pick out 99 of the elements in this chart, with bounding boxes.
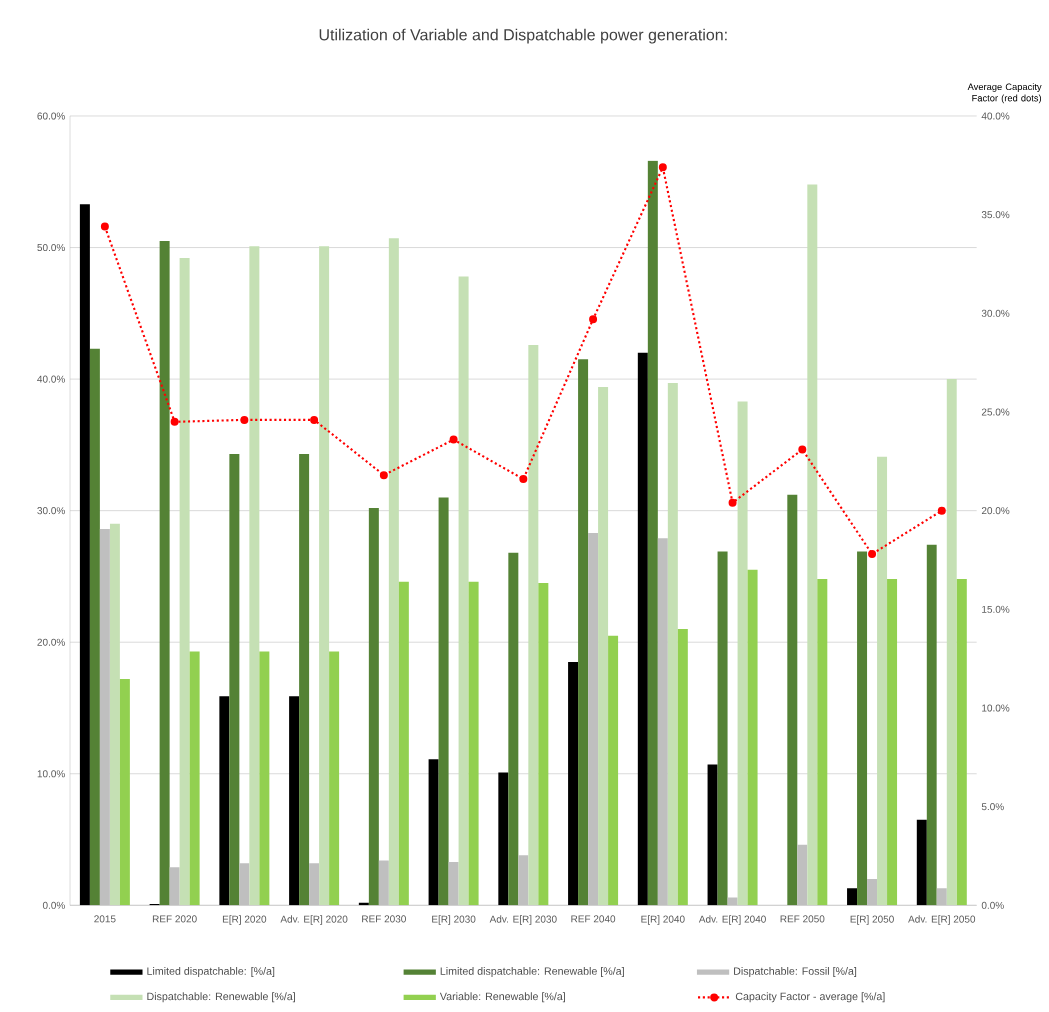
legend-label: Dispatchable: Renewable [%/a] xyxy=(147,992,295,1003)
point xyxy=(519,475,528,484)
bar xyxy=(528,344,539,906)
bar xyxy=(329,651,340,906)
bar xyxy=(857,551,868,906)
y-tick-label: 0.0% xyxy=(42,901,65,909)
bar xyxy=(578,359,589,906)
x-tick-label: REF 2020 xyxy=(152,915,197,923)
point xyxy=(728,498,737,507)
x-tick-label: REF 2040 xyxy=(571,915,616,923)
y-tick-label: 60.0% xyxy=(37,112,65,120)
y2-tick-label: 25.0% xyxy=(981,408,1010,416)
y2-tick-label: 40.0% xyxy=(981,112,1010,120)
bar xyxy=(707,764,718,906)
bar xyxy=(787,494,798,906)
y-tick-label: 40.0% xyxy=(37,375,65,383)
y2-tick-label: 10.0% xyxy=(982,704,1010,712)
legend-label: Limited dispatchable: [%/a] xyxy=(147,967,275,977)
y-tick-label: 20.0% xyxy=(37,638,65,646)
y2-tick-label: 20.0% xyxy=(981,507,1010,515)
point xyxy=(798,445,807,454)
y-tick-label: 50.0% xyxy=(37,244,65,252)
bar xyxy=(877,456,888,906)
point xyxy=(868,550,877,559)
y2-tick-label: 0.0% xyxy=(981,901,1004,909)
y2-tick-label: 30.0% xyxy=(981,309,1010,317)
legend-label: Dispatchable: Fossil [%/a] xyxy=(734,967,857,977)
bar xyxy=(847,888,858,906)
x-tick-label: REF 2050 xyxy=(780,915,825,923)
bar xyxy=(398,581,409,906)
bar xyxy=(388,238,399,906)
bar xyxy=(229,454,240,906)
bar xyxy=(289,696,300,906)
bar xyxy=(179,258,190,906)
bar xyxy=(926,544,937,906)
point xyxy=(589,315,598,324)
bar xyxy=(508,552,519,906)
bar xyxy=(438,497,449,906)
x-tick-label: E[R] 2020 xyxy=(222,915,267,925)
y2-tick-label: 35.0% xyxy=(981,211,1010,219)
legend-label: Limited dispatchable: Renewable [%/a] xyxy=(440,967,624,977)
y2-axis-title: Average Capacity Factor (red dots) xyxy=(967,83,1042,104)
x-tick-label: 2015 xyxy=(94,915,116,923)
bar xyxy=(916,819,927,906)
y-tick-label: 30.0% xyxy=(37,507,65,515)
bar xyxy=(568,661,579,906)
bar xyxy=(667,383,678,906)
bar xyxy=(737,401,748,906)
chart-title: Utilization of Variable and Dispatchable power generation: xyxy=(319,28,727,44)
x-tick-label: E[R] 2050 xyxy=(850,915,894,925)
x-tick-label: Adv. E[R] 2040 xyxy=(698,915,766,925)
bar xyxy=(498,772,509,906)
bar xyxy=(608,635,619,906)
bar xyxy=(109,523,120,906)
y2-tick-label: 5.0% xyxy=(981,803,1004,811)
bar xyxy=(647,160,658,906)
bar xyxy=(887,579,898,906)
bar xyxy=(159,240,170,906)
bar xyxy=(368,508,379,906)
x-tick-label: E[R] 2040 xyxy=(641,915,685,925)
bar xyxy=(89,348,100,906)
point xyxy=(379,471,388,480)
bar xyxy=(747,569,758,906)
bar xyxy=(458,276,469,906)
bar xyxy=(219,696,230,906)
x-tick-label: Adv. E[R] 2030 xyxy=(489,915,557,925)
point xyxy=(937,506,946,515)
bar xyxy=(319,246,330,906)
bar xyxy=(538,583,549,906)
bar xyxy=(468,581,479,906)
point xyxy=(310,415,319,424)
bar xyxy=(956,579,967,906)
bar xyxy=(249,246,260,906)
bar xyxy=(259,651,270,906)
bar xyxy=(637,352,648,906)
x-tick-label: Adv. E[R] 2020 xyxy=(280,915,348,925)
y2-tick-label: 15.0% xyxy=(982,605,1010,613)
bar xyxy=(946,379,957,906)
bar xyxy=(677,629,688,906)
bar xyxy=(807,184,818,906)
point xyxy=(100,222,109,231)
bar xyxy=(428,759,439,906)
point xyxy=(240,415,249,424)
point xyxy=(449,435,458,444)
legend-label: Variable: Renewable [%/a] xyxy=(439,992,565,1003)
bar xyxy=(817,579,828,906)
x-tick-label: Adv. E[R] 2050 xyxy=(908,915,976,925)
bar xyxy=(717,551,728,906)
x-tick-label: REF 2030 xyxy=(362,915,406,923)
point xyxy=(658,163,667,172)
point xyxy=(170,417,179,426)
y-tick-label: 10.0% xyxy=(37,770,65,778)
bar xyxy=(189,651,200,906)
bar xyxy=(79,204,90,906)
bar xyxy=(598,386,609,906)
legend-label: Capacity Factor - average [%/a] xyxy=(735,992,885,1003)
bar xyxy=(119,679,130,906)
x-tick-label: E[R] 2030 xyxy=(432,915,476,925)
bar xyxy=(299,454,310,906)
